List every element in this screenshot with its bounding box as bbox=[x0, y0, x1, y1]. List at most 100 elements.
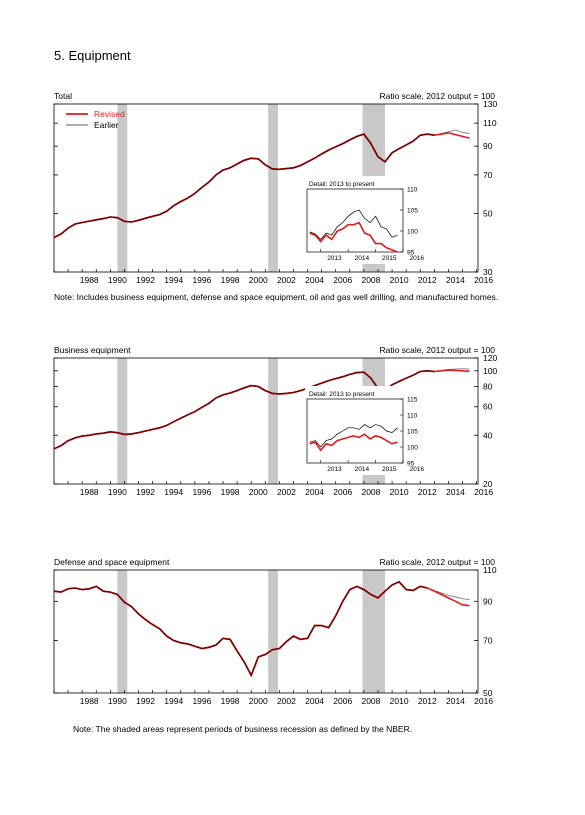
x-tick-label: 1990 bbox=[108, 487, 127, 497]
series-revised-line bbox=[53, 580, 470, 678]
x-tick-label: 1992 bbox=[136, 696, 155, 706]
inset-panel: Detail: 2013 to present 95 100 105 110 115 201… bbox=[305, 386, 425, 475]
plot-frame bbox=[53, 357, 479, 485]
recession-band bbox=[117, 104, 128, 272]
plot-frame bbox=[53, 103, 479, 273]
chart-panel-3: Defense and space equipment Ratio scale, … bbox=[53, 557, 497, 706]
chart-panel-2: Business equipment Ratio scale, 2012 outp… bbox=[53, 345, 497, 497]
chart-title: Business equipment bbox=[54, 345, 131, 355]
total-note: Note: Includes business equipment, defen… bbox=[54, 292, 499, 302]
inset-y-tick-label: 105 bbox=[407, 208, 418, 215]
x-tick-label: 2008 bbox=[361, 487, 380, 497]
x-tick-label: 1990 bbox=[108, 696, 127, 706]
recession-band bbox=[268, 104, 278, 272]
y-tick-label: 90 bbox=[483, 141, 493, 151]
scale-label: Ratio scale, 2012 output = 100 bbox=[379, 91, 495, 101]
inset-earlier-line bbox=[309, 209, 398, 240]
x-tick-label: 1998 bbox=[221, 275, 240, 285]
recession-note: Note: The shaded areas represent periods… bbox=[73, 724, 413, 734]
x-tick-label: 1992 bbox=[136, 275, 155, 285]
x-tick-label: 2002 bbox=[277, 275, 296, 285]
x-tick-label: 1996 bbox=[192, 696, 211, 706]
x-tick-label: 2010 bbox=[390, 696, 409, 706]
x-tick-label: 2014 bbox=[446, 275, 465, 285]
y-tick-label: 60 bbox=[483, 402, 493, 412]
series-common-line bbox=[53, 580, 428, 678]
x-tick-label: 2012 bbox=[418, 696, 437, 706]
x-tick-label: 2006 bbox=[333, 487, 352, 497]
recession-band bbox=[117, 358, 128, 484]
y-tick-label: 50 bbox=[483, 688, 493, 698]
inset-x-tick-label: 2013 bbox=[327, 255, 342, 262]
x-tick-label: 2000 bbox=[249, 696, 268, 706]
y-tick-label: 110 bbox=[483, 565, 497, 575]
x-tick-label: 1990 bbox=[108, 275, 127, 285]
inset-y-tick-label: 95 bbox=[407, 250, 415, 257]
y-tick-label: 80 bbox=[483, 382, 493, 392]
x-tick-label: 2006 bbox=[333, 275, 352, 285]
x-tick-label: 2012 bbox=[418, 275, 437, 285]
scale-label: Ratio scale, 2012 output = 100 bbox=[379, 345, 495, 355]
x-tick-label: 1988 bbox=[80, 275, 99, 285]
x-tick-label: 1998 bbox=[221, 487, 240, 497]
x-tick-label: 1998 bbox=[221, 696, 240, 706]
x-tick-label: 1996 bbox=[192, 275, 211, 285]
x-tick-label: 2014 bbox=[446, 696, 465, 706]
y-tick-label: 90 bbox=[483, 596, 493, 606]
y-tick-label: 50 bbox=[483, 208, 493, 218]
inset-x-tick-label: 2015 bbox=[382, 255, 397, 262]
x-tick-label: 1996 bbox=[192, 487, 211, 497]
x-tick-label: 2000 bbox=[249, 487, 268, 497]
inset-y-tick-label: 110 bbox=[407, 187, 418, 194]
inset-revised-line bbox=[309, 221, 398, 253]
inset-x-tick-label: 2013 bbox=[327, 466, 342, 473]
inset-earlier-line bbox=[309, 424, 398, 448]
x-tick-label: 1988 bbox=[80, 487, 99, 497]
y-tick-label: 70 bbox=[483, 170, 493, 180]
y-tick-label: 30 bbox=[483, 267, 493, 277]
y-tick-label: 70 bbox=[483, 636, 493, 646]
inset-y-tick-label: 105 bbox=[407, 429, 418, 436]
series-common-line bbox=[53, 133, 435, 239]
x-tick-label: 2004 bbox=[305, 275, 324, 285]
x-tick-label: 2008 bbox=[361, 275, 380, 285]
inset-frame bbox=[306, 188, 404, 253]
inset-revised-line bbox=[309, 433, 398, 452]
x-tick-label: 2010 bbox=[390, 487, 409, 497]
recession-band bbox=[268, 358, 278, 484]
inset-title: Detail: 2013 to present bbox=[309, 181, 375, 188]
x-tick-label: 2008 bbox=[361, 696, 380, 706]
inset-y-tick-label: 100 bbox=[407, 445, 418, 452]
page-title: 5. Equipment bbox=[54, 48, 131, 63]
x-tick-label: 1994 bbox=[164, 275, 183, 285]
y-tick-label: 20 bbox=[483, 479, 493, 489]
x-tick-label: 2016 bbox=[474, 696, 493, 706]
y-tick-label: 110 bbox=[483, 118, 497, 128]
series-common-line bbox=[53, 369, 435, 450]
inset-y-tick-label: 110 bbox=[407, 413, 418, 420]
x-tick-label: 2012 bbox=[418, 487, 437, 497]
y-tick-label: 120 bbox=[483, 353, 497, 363]
x-tick-label: 1994 bbox=[164, 487, 183, 497]
x-tick-label: 2016 bbox=[474, 487, 493, 497]
x-tick-label: 2016 bbox=[474, 275, 493, 285]
inset-title: Detail: 2013 to present bbox=[309, 391, 375, 398]
inset-x-tick-label: 2016 bbox=[409, 255, 424, 262]
x-tick-label: 1992 bbox=[136, 487, 155, 497]
x-tick-label: 2000 bbox=[249, 275, 268, 285]
recession-band bbox=[268, 570, 278, 693]
inset-x-tick-label: 2014 bbox=[355, 255, 370, 262]
recession-band bbox=[117, 570, 128, 693]
inset-panel: Detail: 2013 to present 95 100 105 110 2013 20… bbox=[305, 176, 425, 264]
plot-frame bbox=[53, 569, 479, 694]
x-tick-label: 2004 bbox=[305, 487, 324, 497]
x-tick-label: 1988 bbox=[80, 696, 99, 706]
chart-title: Defense and space equipment bbox=[54, 557, 170, 567]
inset-y-tick-label: 100 bbox=[407, 229, 418, 236]
x-tick-label: 2006 bbox=[333, 696, 352, 706]
inset-y-tick-label: 115 bbox=[407, 397, 418, 404]
x-tick-label: 2002 bbox=[277, 696, 296, 706]
legend-earlier-label: Earlier bbox=[94, 120, 119, 130]
recession-band bbox=[362, 570, 386, 693]
